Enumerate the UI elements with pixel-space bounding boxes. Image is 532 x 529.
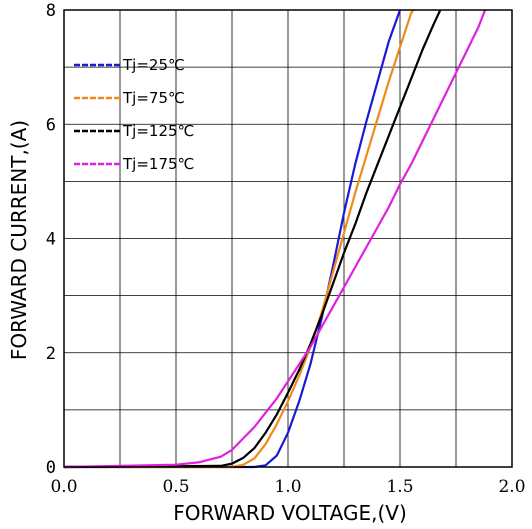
y-axis-ticks: 0 2 4 6 8 <box>46 1 56 478</box>
legend: Tj=25℃ Tj=75℃ Tj=125℃ Tj=175℃ <box>74 56 194 173</box>
legend-label: Tj=175℃ <box>122 155 194 173</box>
grid-lines <box>63 9 513 468</box>
legend-label: Tj=125℃ <box>122 122 194 140</box>
x-axis-ticks: 0.0 0.5 1.0 1.5 2.0 <box>50 477 525 497</box>
y-tick-label: 8 <box>46 1 56 21</box>
y-tick-label: 2 <box>46 344 56 364</box>
legend-label: Tj=25℃ <box>122 56 185 74</box>
plot-frame <box>63 9 513 468</box>
y-tick-label: 6 <box>46 115 56 135</box>
x-tick-label: 0.0 <box>50 477 77 497</box>
x-tick-label: 1.0 <box>274 477 301 497</box>
data-series <box>63 9 487 469</box>
x-axis-label: FORWARD VOLTAGE,(V) <box>173 501 407 525</box>
legend-label: Tj=75℃ <box>122 89 185 107</box>
series-line <box>63 9 442 469</box>
x-tick-label: 2.0 <box>498 477 525 497</box>
series-line <box>63 9 487 469</box>
x-tick-label: 0.5 <box>162 477 189 497</box>
y-axis-label: FORWARD CURRENT,(A) <box>7 120 31 360</box>
x-tick-label: 1.5 <box>386 477 413 497</box>
y-tick-label: 0 <box>46 458 56 478</box>
y-tick-label: 4 <box>46 230 56 250</box>
